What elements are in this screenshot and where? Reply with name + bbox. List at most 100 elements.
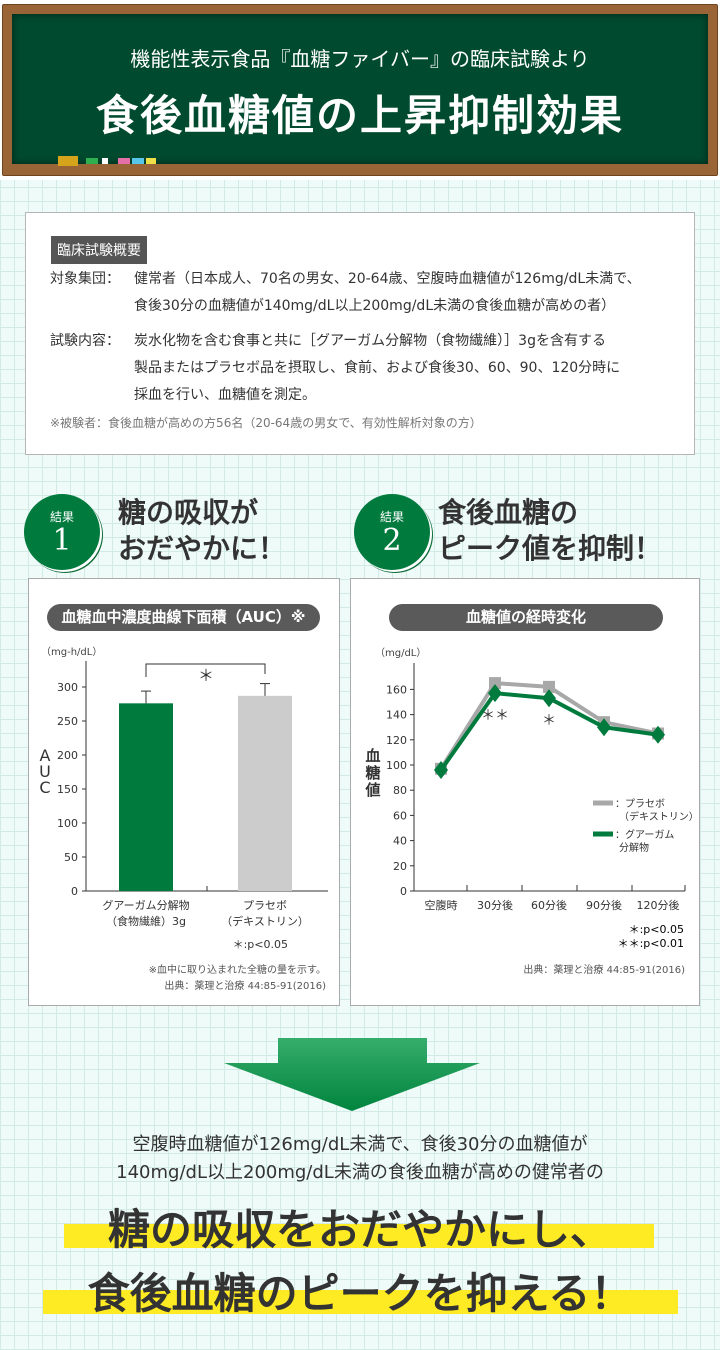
result-heading-2: 食後血糖の ピーク値を抑制！ bbox=[438, 495, 662, 567]
summary-tag: 臨床試験概要 bbox=[51, 236, 147, 264]
result-badge-1: 結果 1 bbox=[24, 494, 100, 570]
category-label: 120分後 bbox=[637, 898, 680, 912]
result-badge-2: 結果 2 bbox=[354, 494, 430, 570]
legend-label: 分解物 bbox=[619, 841, 649, 854]
significance-bracket bbox=[145, 663, 266, 677]
row-line: 採血を行い、血糖値を測定。 bbox=[134, 387, 316, 403]
chalk-icon bbox=[102, 158, 108, 164]
heading-line: 食後血糖の bbox=[438, 496, 579, 529]
legend-label: ：プラセボ bbox=[615, 798, 665, 810]
y-tick-label: 120 bbox=[386, 734, 407, 747]
trial-summary-box: 臨床試験概要 対象集団： 健常者（日本成人、70名の男女、20-64歳、空腹時血… bbox=[25, 212, 695, 455]
summary-row-method: 試験内容： 炭水化物を含む食事と共に［グアーガム分解物（食物繊維）］3gを含有す… bbox=[50, 328, 620, 409]
summary-note: ※被験者：食後血糖が高めの方56名（20-64歳の男女で、有効性解析対象の方） bbox=[50, 416, 482, 430]
badge-number: 1 bbox=[52, 523, 72, 558]
chalkboard-surface bbox=[12, 14, 708, 164]
significance-mark: ＊ bbox=[542, 713, 556, 729]
glucose-chart-panel: 血糖値の経時変化 （mg/dL） ＊:p<0.05 ＊＊:p<0.01 出典：薬… bbox=[350, 578, 700, 1006]
unit-label: （mg-h/dL） bbox=[41, 646, 102, 658]
conclusion-headline-1: 糖の吸収をおだやかにし、 bbox=[107, 1205, 612, 1254]
y-axis-label: 血 bbox=[365, 747, 380, 765]
data-point bbox=[488, 684, 502, 703]
y-tick-label: 40 bbox=[393, 835, 407, 848]
row-key: 対象集団： bbox=[50, 271, 120, 287]
chalk-icon bbox=[132, 158, 144, 164]
badge-label: 結果 bbox=[49, 510, 74, 524]
badge-number: 2 bbox=[382, 523, 402, 558]
category-label: 90分後 bbox=[586, 898, 622, 912]
chalk-icon bbox=[118, 158, 130, 164]
y-tick-label: 80 bbox=[393, 784, 407, 797]
data-point bbox=[543, 680, 555, 693]
eraser-icon bbox=[58, 156, 78, 166]
highlight-bar bbox=[64, 1224, 654, 1248]
bar bbox=[238, 695, 292, 891]
y-tick-label: 60 bbox=[393, 809, 407, 822]
p-note: ＊:p<0.05 bbox=[629, 923, 684, 936]
y-axis-label: C bbox=[39, 778, 50, 797]
glucose-line-chart: （mg/dL） ＊:p<0.05 ＊＊:p<0.01 出典：薬理と治療 44:8… bbox=[364, 647, 699, 976]
category-label: 30分後 bbox=[477, 898, 513, 912]
row-line: 製品またはプラセボ品を摂取し、食前、および食後30、60、90、120分時に bbox=[134, 360, 621, 376]
row-key: 試験内容： bbox=[50, 333, 120, 349]
conclusion-line-1: 空腹時血糖値が126mg/dL未満で、食後30分の血糖値が bbox=[132, 1134, 588, 1155]
y-axis-label: A bbox=[40, 746, 51, 765]
chalkboard-header: 機能性表示食品『血糖ファイバー』の臨床試験より 食後血糖値の上昇抑制効果 bbox=[0, 0, 720, 180]
p-note: ＊:p<0.05 bbox=[233, 938, 288, 951]
category-label: 60分後 bbox=[531, 898, 567, 912]
source: 出典：薬理と治療 44:85-91(2016) bbox=[164, 979, 326, 992]
y-tick-label: 250 bbox=[57, 715, 78, 728]
badge-label: 結果 bbox=[379, 510, 404, 524]
chart-title: 血糖値の経時変化 bbox=[389, 604, 663, 631]
y-tick-label: 0 bbox=[400, 885, 407, 898]
conclusion-headline-2: 食後血糖のピークを抑える！ bbox=[87, 1269, 633, 1318]
result-heading-1: 糖の吸収が おだやかに！ bbox=[118, 495, 286, 567]
y-tick-label: 0 bbox=[71, 885, 78, 898]
unit-label: （mg/dL） bbox=[375, 647, 426, 659]
row-line: 炭水化物を含む食事と共に［グアーガム分解物（食物繊維）］3gを含有する bbox=[134, 333, 606, 349]
significance-mark: ＊ bbox=[198, 666, 214, 685]
y-tick-label: 300 bbox=[57, 681, 78, 694]
y-tick-label: 100 bbox=[57, 817, 78, 830]
bar bbox=[119, 703, 173, 891]
source: 出典：薬理と治療 44:85-91(2016) bbox=[523, 963, 685, 976]
data-point bbox=[489, 677, 501, 690]
p-note: ＊＊:p<0.01 bbox=[618, 937, 684, 950]
chalk-icon bbox=[146, 158, 156, 164]
category-label: グアーガム分解物 bbox=[102, 898, 189, 912]
y-tick-label: 150 bbox=[57, 783, 78, 796]
category-label: （デキストリン） bbox=[221, 914, 309, 928]
significance-mark: ＊＊ bbox=[481, 708, 509, 724]
heading-line: ピーク値を抑制！ bbox=[438, 532, 663, 565]
y-tick-label: 140 bbox=[386, 709, 407, 722]
y-tick-label: 50 bbox=[64, 851, 78, 864]
category-label: 空腹時 bbox=[425, 898, 458, 912]
auc-bar-chart: （mg-h/dL） ＊:p<0.05 ※血中に取り込まれた全糖の量を示す。 出典… bbox=[39, 646, 328, 992]
auc-chart-panel: 血糖血中濃度曲線下面積（AUC）※ （mg-h/dL） ＊:p<0.05 ※血中… bbox=[28, 578, 340, 1006]
header-subtitle: 機能性表示食品『血糖ファイバー』の臨床試験より bbox=[130, 47, 590, 71]
y-tick-label: 20 bbox=[393, 860, 407, 873]
y-axis-label: 糖 bbox=[365, 764, 380, 782]
category-label: プラセボ bbox=[243, 899, 287, 912]
data-point bbox=[434, 761, 448, 780]
highlight-bar bbox=[43, 1290, 678, 1314]
heading-line: おだやかに！ bbox=[118, 532, 287, 565]
y-axis-label: U bbox=[39, 762, 51, 781]
data-point bbox=[597, 718, 611, 737]
row-line: 食後30分の血糖値が140mg/dL以上200mg/dL未満の食後血糖が高めの者… bbox=[134, 298, 616, 314]
y-tick-label: 200 bbox=[57, 749, 78, 762]
summary-row-subjects: 対象集団： 健常者（日本成人、70名の男女、20-64歳、空腹時血糖値が126m… bbox=[50, 266, 641, 320]
data-point bbox=[542, 689, 556, 708]
legend-label: ：グアーガム bbox=[615, 828, 674, 841]
category-label: （食物繊維）3g bbox=[106, 914, 186, 928]
data-point bbox=[651, 725, 665, 744]
heading-line: 糖の吸収が bbox=[118, 496, 259, 529]
chart-title: 血糖血中濃度曲線下面積（AUC）※ bbox=[47, 604, 320, 631]
conclusion-line-2: 140mg/dL以上200mg/dL未満の食後血糖が高めの健常者の bbox=[116, 1162, 604, 1183]
y-axis-label: 値 bbox=[364, 781, 380, 799]
header-title: 食後血糖値の上昇抑制効果 bbox=[95, 91, 624, 140]
y-tick-label: 160 bbox=[386, 683, 407, 696]
y-tick-label: 100 bbox=[386, 759, 407, 772]
chalk-icon bbox=[86, 158, 98, 164]
legend-label: （デキストリン） bbox=[619, 810, 699, 823]
